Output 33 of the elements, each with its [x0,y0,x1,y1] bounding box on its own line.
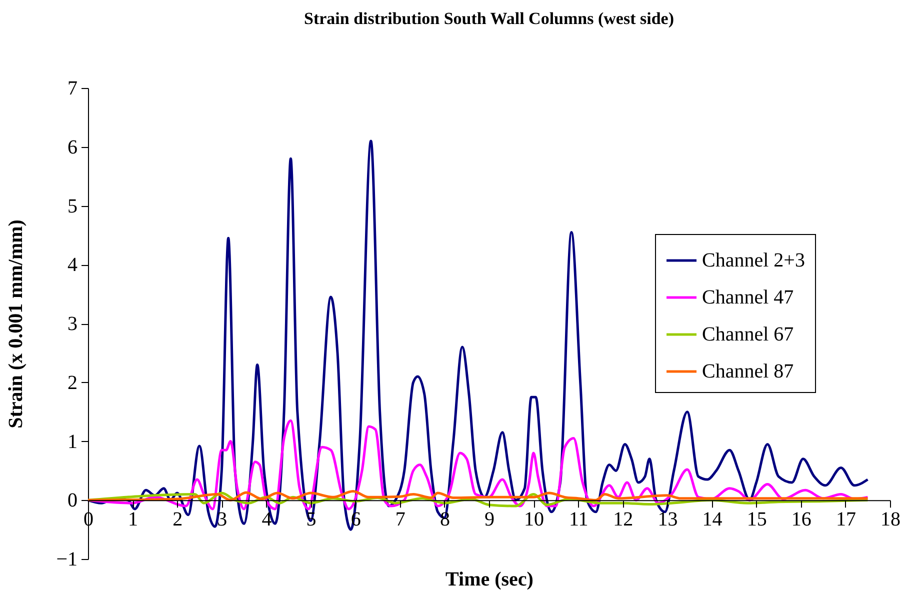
y-tick-label: 5 [68,195,78,218]
x-tick-label: 13 [658,508,678,531]
x-axis-title: Time (sec) [446,568,534,591]
x-tick-label: 15 [746,508,767,531]
y-tick-label: 3 [68,313,78,335]
legend-label: Channel 87 [702,360,794,383]
x-tick-label: 9 [484,508,494,531]
x-tick-label: 10 [524,508,544,531]
y-axis-title: Strain (x 0.001 mm/mm) [5,220,28,428]
x-tick-label: 7 [395,508,406,531]
y-tick-label: −1 [56,548,78,570]
legend-label: Channel 47 [702,286,794,309]
x-tick-label: 14 [702,508,722,531]
x-tick-label: 12 [613,508,634,531]
line-series [86,490,869,502]
x-tick-label: 3 [217,508,228,531]
x-tick-label: 1 [128,508,138,531]
y-tick-label: 2 [68,372,78,394]
legend-label: Channel 2+3 [702,250,805,272]
chart-title: Strain distribution South Wall Columns (west side) [304,9,674,28]
x-tick-label: 16 [791,508,812,531]
y-tick-label: 7 [68,78,78,100]
legend-label: Channel 67 [702,324,794,346]
x-tick-label: 18 [880,508,900,531]
x-tick-label: 11 [568,508,588,531]
y-tick-label: 6 [68,136,78,158]
x-tick-label: 4 [262,508,272,531]
y-tick-label: 4 [68,254,78,276]
x-tick-label: 17 [836,508,856,531]
x-tick-label: 2 [172,508,183,531]
line-series [86,492,869,508]
y-tick-label: 0 [68,490,78,512]
y-tick-label: 1 [68,430,78,453]
